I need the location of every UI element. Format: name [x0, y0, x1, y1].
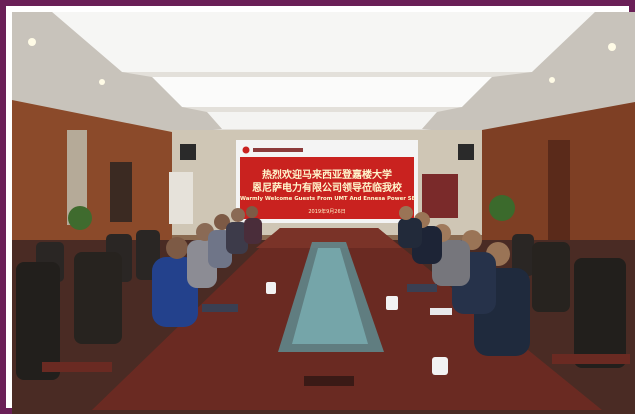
left-door — [110, 162, 132, 222]
screen-subtitle: Warmly Welcome Guests From UMT And Ennes… — [240, 196, 416, 202]
chair — [512, 234, 534, 276]
person — [152, 257, 198, 327]
plant — [68, 206, 92, 230]
left-window — [67, 130, 87, 225]
tea-cup — [266, 282, 276, 294]
ceiling-light-panel — [152, 77, 492, 107]
person-head — [166, 237, 188, 259]
notebook — [202, 304, 238, 312]
wall-painting — [422, 174, 458, 218]
chair — [574, 258, 626, 368]
water-dispenser — [169, 172, 193, 224]
chair — [74, 252, 122, 344]
room-scene — [12, 12, 635, 414]
papers — [430, 308, 452, 315]
notebook — [407, 284, 437, 292]
person — [226, 222, 248, 254]
ceiling-light-panel — [207, 112, 437, 129]
speaker — [458, 144, 474, 160]
projection-screen — [240, 157, 414, 219]
tea-cup — [386, 296, 398, 310]
screen-title-line1: 热烈欢迎马来西亚登嘉楼大学 — [262, 170, 392, 181]
person-head — [214, 214, 230, 230]
meeting-room-photo: 热烈欢迎马来西亚登嘉楼大学 恩尼萨电力有限公司领导莅临我校 Warmly Wel… — [12, 12, 635, 414]
person — [398, 218, 422, 248]
university-logo-icon — [242, 146, 250, 154]
left-wall — [12, 100, 172, 272]
chair — [16, 262, 60, 380]
person-head — [399, 206, 413, 220]
table-mic-base — [304, 376, 354, 386]
university-logo-text — [253, 148, 303, 152]
person-head — [231, 208, 245, 222]
downlight — [28, 38, 36, 46]
person — [244, 218, 262, 244]
screen-date: 2019年9月26日 — [308, 209, 346, 215]
table-far-edge — [256, 228, 402, 248]
tea-cup — [432, 357, 448, 375]
table-center-glass-inner — [292, 248, 368, 344]
plant — [489, 195, 515, 221]
speaker — [180, 144, 196, 160]
chair-arm — [42, 362, 112, 372]
screen-title-line2: 恩尼萨电力有限公司领导莅临我校 — [252, 183, 402, 194]
downlight — [549, 77, 555, 83]
person-head — [246, 206, 258, 218]
downlight — [99, 79, 105, 85]
ceiling-light-panel — [52, 12, 595, 72]
chair — [532, 242, 570, 312]
right-door — [548, 140, 570, 245]
chair-arm — [552, 354, 630, 364]
downlight — [608, 43, 616, 51]
